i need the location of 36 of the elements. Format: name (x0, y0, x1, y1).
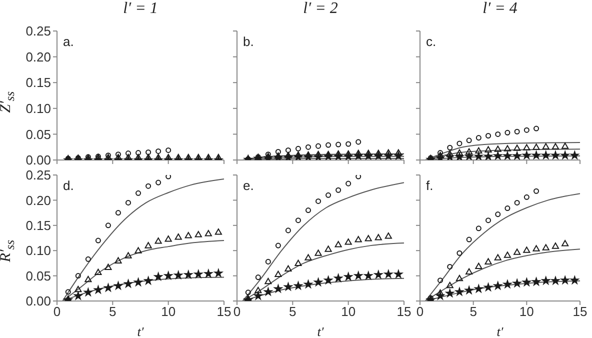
x-tick-label: 5 (289, 304, 296, 320)
annotation: a. (63, 34, 74, 49)
y-tick-label: 0.15 (26, 218, 51, 234)
y-tick-label: 0.05 (26, 268, 51, 284)
x-tick-label: 15 (216, 304, 232, 320)
x-tick-label: 5 (109, 304, 116, 320)
chart-title: l′ = 2 (302, 0, 339, 18)
chart-title: l′ = 1 (122, 0, 159, 18)
x-tick-label: 10 (341, 304, 356, 320)
y-tick-label: 0.00 (26, 294, 51, 309)
x-tick-label: 0 (53, 304, 61, 320)
x-tick-label: 0 (233, 304, 241, 320)
y-tick-label: 0.05 (26, 126, 51, 142)
x-axis-title: t′ (496, 324, 504, 338)
annotation: f. (426, 178, 434, 193)
annotation: d. (63, 178, 74, 193)
y-tick-label: 0.20 (26, 49, 51, 64)
y-tick-label: 0.25 (26, 24, 51, 39)
x-tick-label: 5 (470, 304, 477, 320)
x-axis-title: t′ (137, 324, 144, 338)
y-tick-label: 0.10 (26, 243, 51, 258)
chart-title: l′ = 4 (482, 0, 518, 18)
x-axis-title: t′ (317, 324, 324, 338)
x-tick-label: 15 (396, 304, 412, 320)
y-tick-label: 0.10 (26, 101, 51, 116)
y-tick-label: 0.15 (26, 75, 51, 90)
x-tick-label: 0 (416, 304, 424, 320)
y-tick-label: 0.20 (26, 192, 51, 208)
annotation: b. (243, 34, 254, 49)
x-tick-label: 15 (572, 304, 588, 320)
annotation: c. (426, 34, 436, 49)
y-tick-label: 0.25 (26, 168, 51, 183)
x-tick-label: 10 (519, 304, 534, 320)
y-tick-label: 0.00 (26, 152, 51, 168)
annotation: e. (243, 178, 254, 193)
x-tick-label: 10 (161, 304, 176, 320)
